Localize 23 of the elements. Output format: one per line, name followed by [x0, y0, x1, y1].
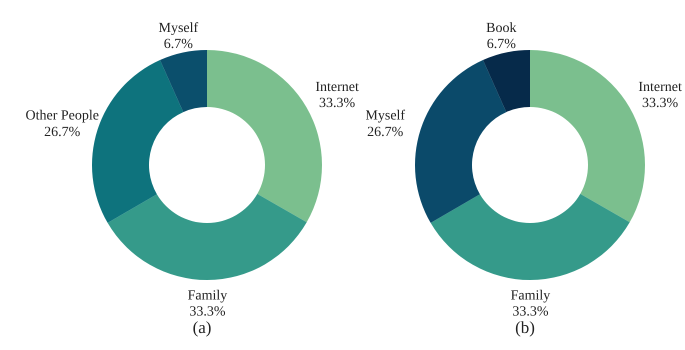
data-label: 33.3% [319, 96, 356, 112]
data-label: 33.3% [642, 96, 679, 112]
slice-label: Internet [638, 80, 682, 95]
data-label: 6.7% [486, 37, 516, 52]
data-label: 6.7% [164, 37, 194, 52]
data-label: 33.3% [512, 304, 549, 320]
slice-label: Internet [315, 80, 359, 95]
donut-slice [483, 50, 530, 112]
donut-slice [108, 194, 307, 280]
slice-label: Family [188, 288, 228, 304]
donut-slice [160, 50, 207, 112]
text: (b) [514, 318, 536, 338]
slice-label: Myself [365, 108, 406, 124]
data-label: 26.7% [44, 124, 81, 140]
data-label: 26.7% [367, 124, 404, 140]
donut-slice [415, 60, 506, 223]
data-label: 33.3% [189, 304, 226, 320]
slice-label: Family [510, 288, 550, 304]
slice-label: Myself [158, 21, 199, 36]
slice-label: Other People [26, 108, 99, 124]
text: (a) [192, 318, 212, 338]
slice-label: Book [486, 21, 517, 36]
donut-slice [430, 194, 630, 280]
